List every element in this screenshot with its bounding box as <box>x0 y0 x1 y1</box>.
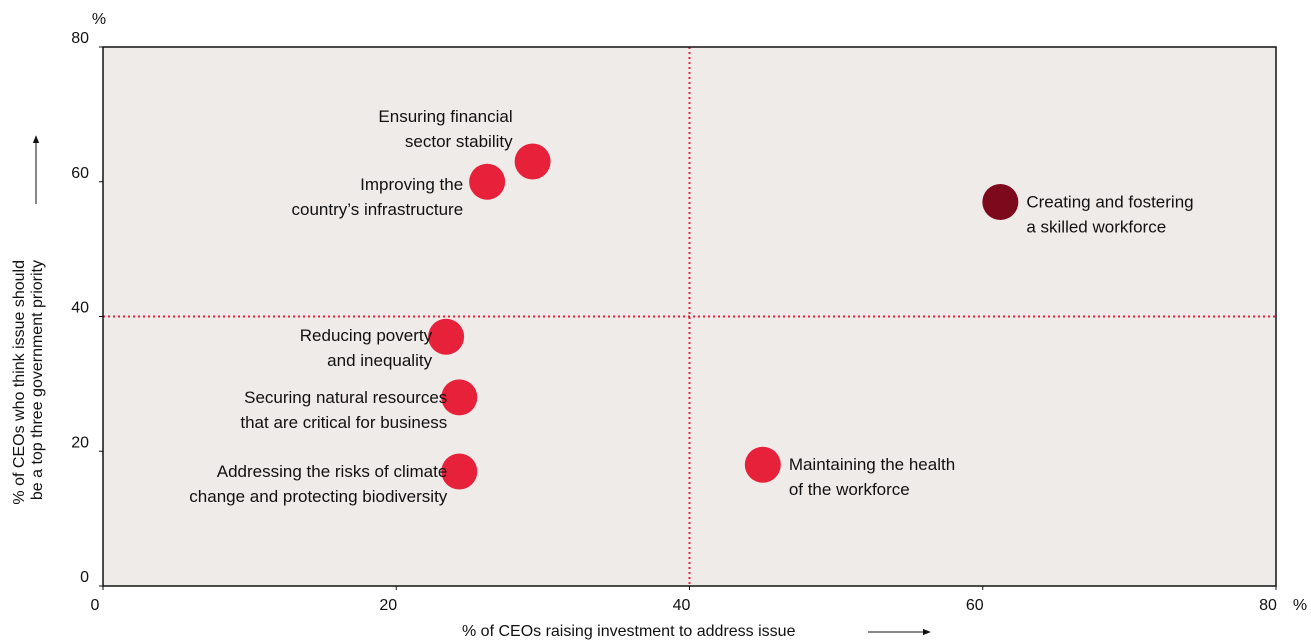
x-tick-label: 0 <box>91 597 100 614</box>
x-tick-label: 80 <box>1259 597 1277 614</box>
x-axis-label: % of CEOs raising investment to address … <box>462 623 796 640</box>
point-label: sector stability <box>405 132 513 151</box>
x-tick-label: 20 <box>379 597 397 614</box>
point <box>982 183 1019 220</box>
point <box>514 143 551 180</box>
y-tick-label: 0 <box>80 569 89 586</box>
point-label: country’s infrastructure <box>292 200 464 219</box>
y-tick-label: 40 <box>71 300 89 317</box>
point-label: Improving the <box>360 175 463 194</box>
x-tick-label: 60 <box>966 597 984 614</box>
y-axis-label: % of CEOs who think issue should <box>11 260 28 505</box>
point <box>428 318 465 355</box>
point-label: Addressing the risks of climate <box>217 462 448 481</box>
point-label: change and protecting biodiversity <box>189 487 447 506</box>
point-label: Maintaining the health <box>789 455 955 474</box>
point-label: Ensuring financial <box>378 107 512 126</box>
y-tick-label: 20 <box>71 434 89 451</box>
point-label: Securing natural resources <box>244 388 447 407</box>
point-label: and inequality <box>327 351 432 370</box>
y-tick-label: 60 <box>71 165 89 182</box>
x-unit: % <box>1293 597 1307 614</box>
point-label: Creating and fostering <box>1026 192 1193 211</box>
y-unit: % <box>92 11 106 28</box>
point <box>469 163 506 200</box>
point <box>441 453 478 490</box>
y-tick-label: 80 <box>71 30 89 47</box>
point-label: that are critical for business <box>240 413 447 432</box>
y-axis-label: be a top three government priority <box>29 260 46 500</box>
x-tick-label: 40 <box>673 597 691 614</box>
point-label: of the workforce <box>789 480 910 499</box>
point-label: a skilled workforce <box>1026 217 1166 236</box>
point <box>441 379 478 416</box>
point <box>744 446 781 483</box>
point-label: Reducing poverty <box>300 326 433 345</box>
